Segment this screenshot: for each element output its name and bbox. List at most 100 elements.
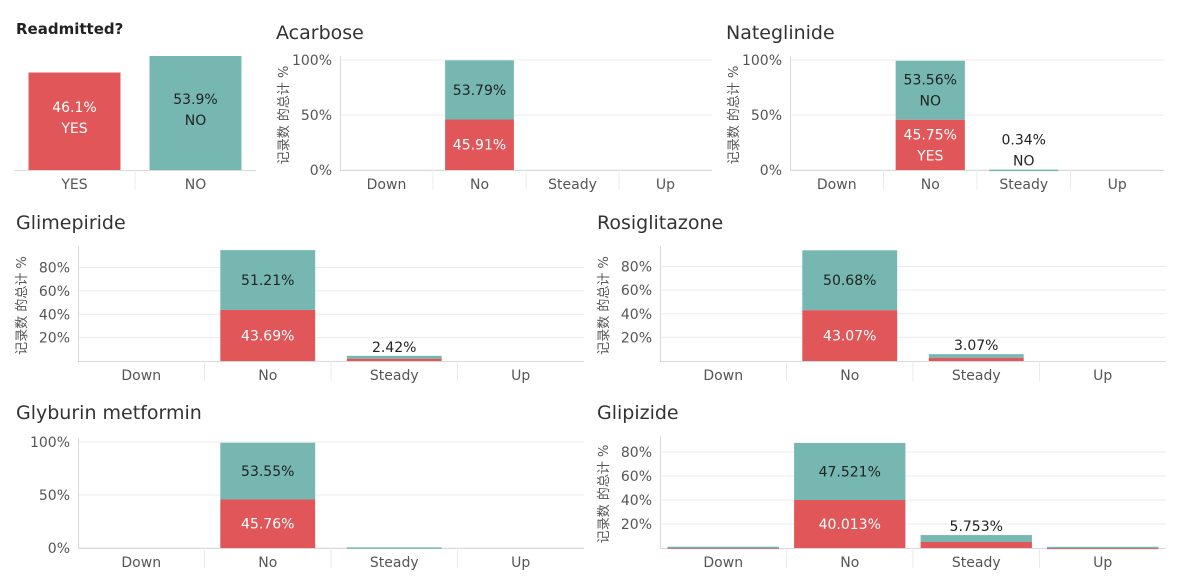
bar-label: 2.42%	[372, 340, 416, 356]
y-tick-label: 50%	[301, 108, 332, 124]
x-tick-label: Steady	[548, 177, 597, 193]
bar-label: 45.75%	[904, 127, 957, 143]
chart-title: Glimepiride	[16, 212, 126, 234]
bar-label: 43.69%	[241, 328, 294, 344]
chart-panel-1: Acarbose 0% 50% 100% 记录数 的总计 % Down No 45.91% 53…	[272, 18, 717, 198]
y-tick-label: 100%	[742, 53, 782, 69]
x-tick-label: Down	[121, 368, 161, 384]
chart-panel-6: Glipizide 20% 40% 60% 80% 记录数 的总计 % Down No 40.0…	[592, 398, 1172, 578]
bar-segment-no	[1047, 546, 1159, 549]
x-tick-label: Up	[1093, 555, 1112, 571]
bar-segment-yes	[895, 119, 965, 170]
chart-title: Glipizide	[597, 402, 679, 424]
y-tick-label: 0%	[310, 163, 332, 179]
chart-title: Glyburin metformin	[16, 402, 202, 424]
y-tick-label: 50%	[751, 108, 782, 124]
bar-yes	[28, 72, 121, 170]
y-tick-label: 60%	[39, 284, 70, 300]
bar-segment-yes	[794, 499, 906, 548]
bar-segment-no	[346, 355, 442, 359]
y-tick-label: 60%	[621, 469, 652, 485]
bar-label: 47.521%	[819, 464, 881, 480]
chart-svg: 0% 50% 100%记录数 的总计 % Down No 45.75% YES 53.56% N…	[726, 53, 1164, 193]
bar-segment-no	[928, 354, 1024, 358]
bar-segment-yes	[928, 357, 1024, 361]
x-tick-label: Down	[817, 177, 857, 193]
y-tick-label: 80%	[621, 445, 652, 461]
chart-panel-0: Readmitted? YES 46.1% YES NO 53.9% NO	[10, 18, 260, 198]
y-tick-label: 0%	[48, 541, 70, 557]
bar-label: NO	[1013, 154, 1035, 170]
y-tick-label: 80%	[621, 260, 652, 276]
x-tick-label: No	[258, 555, 277, 571]
y-tick-label: 20%	[621, 517, 652, 533]
y-tick-label: 50%	[39, 488, 70, 504]
chart-panel-5: Glyburin metformin 0% 50% 100% Down No 45.76% 5…	[10, 398, 590, 578]
bar-segment-no	[920, 535, 1032, 542]
bar-segment-no	[667, 546, 779, 549]
bar-segment-yes	[920, 542, 1032, 548]
x-tick-label: No	[470, 177, 489, 193]
chart-title: Nateglinide	[726, 22, 835, 44]
x-tick-label: No	[840, 555, 859, 571]
x-tick-label: Steady	[370, 368, 419, 384]
y-axis-title: 记录数 的总计 %	[596, 445, 612, 544]
x-tick-label: No	[921, 177, 940, 193]
x-tick-label: YES	[60, 177, 87, 193]
x-tick-label: Up	[511, 368, 530, 384]
chart-svg: 0% 50% 100% Down No 45.76% 53.55% Steady Up	[30, 435, 584, 571]
y-axis-title: 记录数 的总计 %	[596, 256, 612, 355]
chart-svg: YES 46.1% YES NO 53.9% NO	[14, 56, 256, 193]
chart-panel-2: Nateglinide 0% 50% 100% 记录数 的总计 % Down No 45.75…	[722, 18, 1172, 198]
bar-label: 45.76%	[241, 517, 294, 533]
bar-label: 53.79%	[453, 83, 506, 99]
y-tick-label: 40%	[39, 307, 70, 323]
bar-segment-yes	[445, 119, 514, 170]
y-tick-label: 100%	[30, 435, 70, 451]
bar-no	[149, 56, 242, 170]
chart-svg: 20% 40% 60% 80% 记录数 的总计 % Down No 43.07% 50.68% S…	[596, 246, 1166, 384]
y-axis-title: 记录数 的总计 %	[276, 66, 292, 165]
bar-segment-yes	[346, 358, 442, 361]
bar-label: YES	[60, 121, 87, 137]
bar-label: 50.68%	[823, 273, 876, 289]
bar-label: 53.55%	[241, 464, 294, 480]
bar-label: 43.07%	[823, 329, 876, 345]
bar-label: 3.07%	[954, 338, 998, 354]
bar-segment-no	[989, 169, 1059, 172]
y-tick-label: 40%	[621, 493, 652, 509]
bar-label: YES	[916, 148, 943, 164]
bar-segment-yes	[802, 310, 898, 361]
bar-label: 0.34%	[1002, 133, 1046, 149]
y-tick-label: 40%	[621, 307, 652, 323]
chart-title: Readmitted?	[16, 20, 124, 38]
y-tick-label: 20%	[39, 331, 70, 347]
y-tick-label: 20%	[621, 330, 652, 346]
x-tick-label: No	[258, 368, 277, 384]
bar-segment-no	[445, 60, 514, 120]
chart-svg: 20% 40% 60% 80% 记录数 的总计 % Down No 40.013% 47.521…	[596, 436, 1166, 571]
bar-label: 53.9%	[173, 92, 217, 108]
y-tick-label: 80%	[39, 261, 70, 277]
bar-segment-no	[220, 442, 316, 500]
x-tick-label: Steady	[952, 555, 1001, 571]
chart-title: Acarbose	[276, 22, 364, 44]
chart-panel-4: Rosiglitazone 20% 40% 60% 80% 记录数 的总计 % Down No…	[592, 208, 1172, 388]
bar-label: 53.56%	[904, 73, 957, 89]
bar-label: NO	[185, 113, 207, 129]
bar-segment-no	[895, 60, 965, 120]
x-tick-label: Down	[121, 555, 161, 571]
chart-svg: 0% 50% 100%记录数 的总计 % Down No 45.91% 53.79% Stea…	[276, 53, 712, 193]
y-axis-title: 记录数 的总计 %	[726, 66, 742, 165]
x-tick-label: Down	[703, 368, 743, 384]
y-tick-label: 0%	[760, 163, 782, 179]
bar-segment-yes	[220, 499, 316, 548]
bar-label: 51.21%	[241, 273, 294, 289]
bar-segment-no	[346, 547, 442, 549]
x-tick-label: Up	[656, 177, 675, 193]
x-tick-label: No	[840, 368, 859, 384]
bar-label: 45.91%	[453, 138, 506, 154]
bar-segment-yes	[1047, 547, 1159, 550]
x-tick-label: NO	[185, 177, 207, 193]
bar-label: NO	[920, 94, 942, 110]
